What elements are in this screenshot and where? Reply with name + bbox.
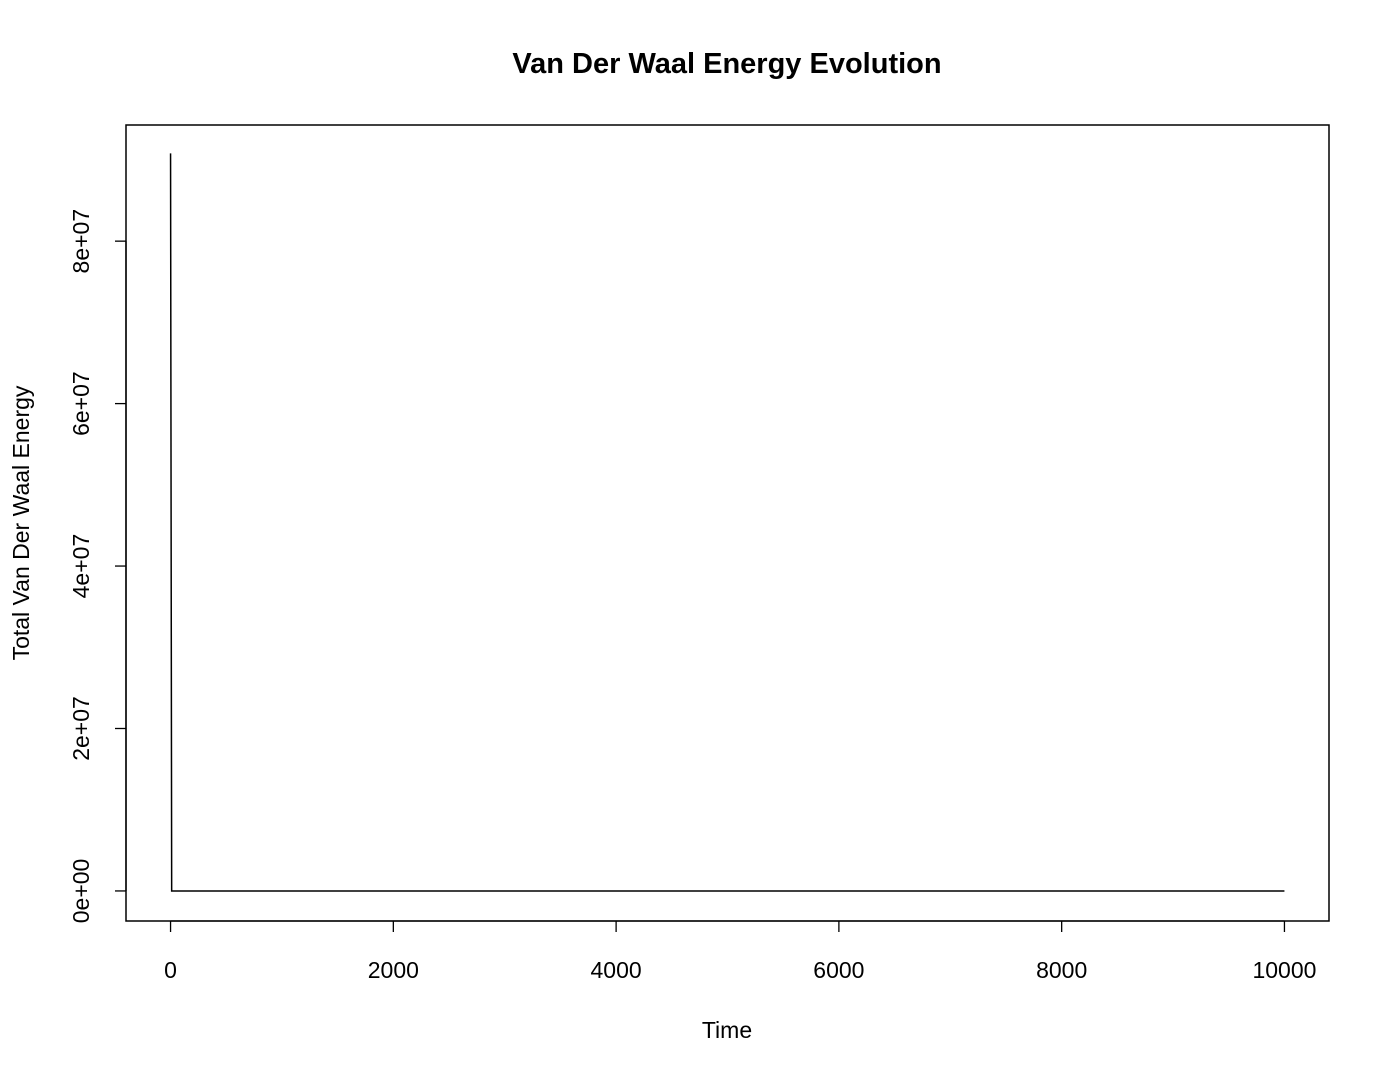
- x-axis: 0 2000 4000 6000 8000 10000: [164, 920, 1316, 983]
- plot-frame: [125, 124, 1330, 922]
- y-tick-label: 0e+00: [68, 859, 94, 924]
- y-axis: 0e+00 2e+07 4e+07 6e+07 8e+07: [68, 209, 127, 924]
- y-tick-label: 6e+07: [68, 371, 94, 436]
- y-axis-label: Total Van Der Waal Energy: [8, 385, 34, 660]
- y-tick-label: 2e+07: [68, 696, 94, 761]
- x-tick-label: 8000: [1036, 957, 1087, 983]
- x-tick-label: 6000: [813, 957, 864, 983]
- x-tick-label: 4000: [591, 957, 642, 983]
- x-tick-label: 0: [164, 957, 177, 983]
- series-layer: [169, 153, 1285, 892]
- series-line-0: [169, 153, 1285, 892]
- y-tick-label: 4e+07: [68, 534, 94, 599]
- x-axis-label: Time: [702, 1017, 752, 1043]
- x-tick-label: 10000: [1252, 957, 1316, 983]
- chart-title: Van Der Waal Energy Evolution: [512, 48, 941, 80]
- y-tick-label: 8e+07: [68, 209, 94, 274]
- x-tick-label: 2000: [368, 957, 419, 983]
